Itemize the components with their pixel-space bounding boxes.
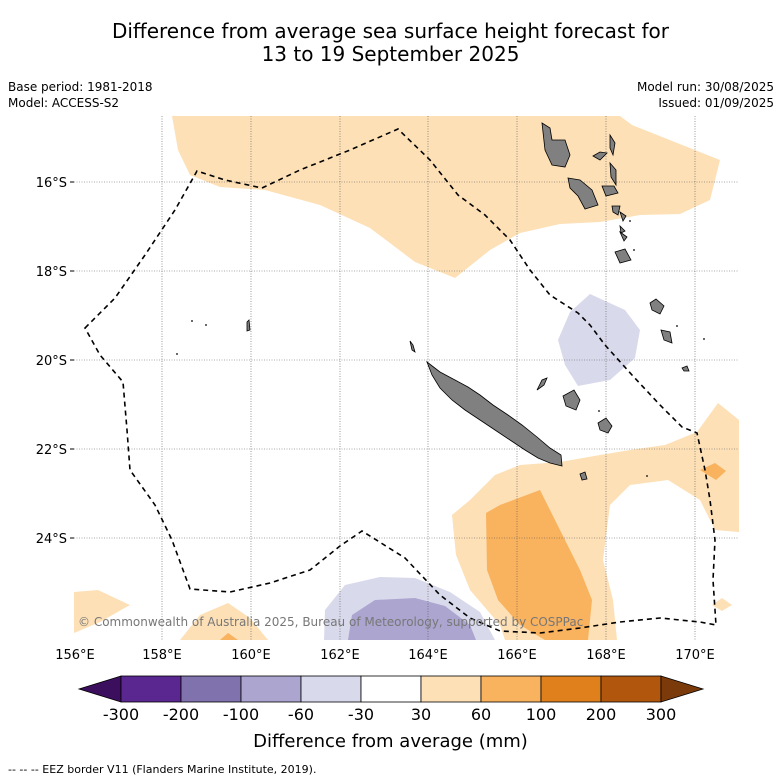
land-futuna <box>660 329 673 344</box>
colorbar-tick-label: -60 <box>287 705 315 724</box>
lat-label: 22°S <box>36 443 67 458</box>
lat-label: 18°S <box>36 265 67 280</box>
colorbar-tick-label: -200 <box>162 705 200 724</box>
lon-label: 162°E <box>320 648 360 663</box>
colorbar-title: Difference from average (mm) <box>253 731 528 752</box>
colorbar-extend-low <box>77 675 122 703</box>
colorbar-bin <box>600 675 662 703</box>
land-aneityum <box>649 298 665 315</box>
colorbar-tick-label: 300 <box>645 705 677 724</box>
colorbar-tick-label: 200 <box>585 705 617 724</box>
anomaly-contour-positive-north <box>172 116 720 278</box>
land-loyalty-mare <box>597 417 613 434</box>
colorbar <box>77 675 705 703</box>
copyright-credit: © Commonwealth of Australia 2025, Bureau… <box>78 615 584 629</box>
gridlines <box>74 116 739 640</box>
colorbar-bin <box>120 675 182 703</box>
lon-label: 160°E <box>231 648 271 663</box>
title-line-1: Difference from average sea surface heig… <box>111 19 670 43</box>
small-islets <box>176 220 705 477</box>
anomaly-contour-negative-south-core <box>348 598 476 640</box>
land-efate <box>619 211 627 222</box>
colorbar-extend-high <box>660 675 705 703</box>
lon-label: 158°E <box>142 648 182 663</box>
land-pentecost <box>609 161 617 187</box>
lat-label: 16°S <box>36 176 67 191</box>
title-line-2: 13 to 19 September 2025 <box>261 42 520 66</box>
lon-label: 166°E <box>497 648 537 663</box>
map-title: Difference from average sea surface heig… <box>0 20 781 66</box>
map-plot-area <box>74 116 739 640</box>
land-new-caledonia <box>426 360 563 467</box>
lon-label: 170°E <box>675 648 715 663</box>
model-run: Model run: 30/08/2025 <box>636 80 774 94</box>
eez-border <box>84 128 717 634</box>
colorbar-bin <box>480 675 542 703</box>
land-isle-of-pines <box>579 471 588 481</box>
colorbar-tick-label: -100 <box>222 705 260 724</box>
anomaly-contour-positive-southwest <box>74 590 130 633</box>
meta-left: Base period: 1981-2018 Model: ACCESS-S2 <box>8 79 153 111</box>
colorbar-tick-label: 30 <box>410 705 432 724</box>
anomaly-contour-positive-south-core <box>220 633 238 640</box>
land-erromango <box>619 230 628 242</box>
land-malekula <box>567 177 599 210</box>
land-ambrym <box>601 185 619 197</box>
anomaly-contour-negative-east <box>558 294 640 386</box>
land-espiritu-santo <box>541 122 571 168</box>
land-loyalty-lifou <box>562 389 581 411</box>
colorbar-tick-label: 60 <box>470 705 492 724</box>
model-name: Model: ACCESS-S2 <box>8 96 120 110</box>
land-epi <box>611 205 621 216</box>
anomaly-contour-positive-east-spot <box>700 463 726 480</box>
issued-date: Issued: 01/09/2025 <box>658 96 774 110</box>
base-period: Base period: 1981-2018 <box>8 80 153 94</box>
colorbar-tick-label: -30 <box>347 705 375 724</box>
colorbar-bin <box>540 675 602 703</box>
land-shepherd <box>619 224 626 234</box>
colorbar-tick-label: -300 <box>102 705 140 724</box>
anomaly-contour-positive-east-small <box>712 598 732 611</box>
axis-tick-marks <box>70 181 74 539</box>
land-malo <box>592 151 608 161</box>
land-loyalty-ouvea <box>536 377 548 391</box>
land-chesterfield <box>246 319 251 332</box>
land-belep <box>409 340 416 353</box>
lon-labels: 156°E 158°E 160°E 162°E 164°E 166°E 168°… <box>55 648 715 663</box>
eez-legend-text: -- -- -- EEZ border V11 (Flanders Marine… <box>8 763 317 776</box>
colorbar-bin <box>180 675 242 703</box>
lon-label: 168°E <box>586 648 626 663</box>
lat-labels: 16°S 18°S 20°S 22°S 24°S <box>36 176 67 547</box>
lat-label: 20°S <box>36 354 67 369</box>
colorbar-bin <box>420 675 482 703</box>
anomaly-contour-positive-southeast-core <box>486 490 592 640</box>
colorbar-bin <box>240 675 302 703</box>
colorbar-tick-label: 100 <box>525 705 557 724</box>
land-maewo <box>609 133 616 157</box>
colorbar-bin <box>360 675 422 703</box>
lat-label: 24°S <box>36 532 67 547</box>
lon-label: 156°E <box>55 648 95 663</box>
land-east-islet <box>681 365 690 372</box>
anomaly-contour-positive-south <box>180 603 268 640</box>
meta-right: Model run: 30/08/2025 Issued: 01/09/2025 <box>637 79 774 111</box>
colorbar-bin <box>300 675 362 703</box>
land-tanna <box>614 248 632 264</box>
lon-label: 164°E <box>408 648 448 663</box>
